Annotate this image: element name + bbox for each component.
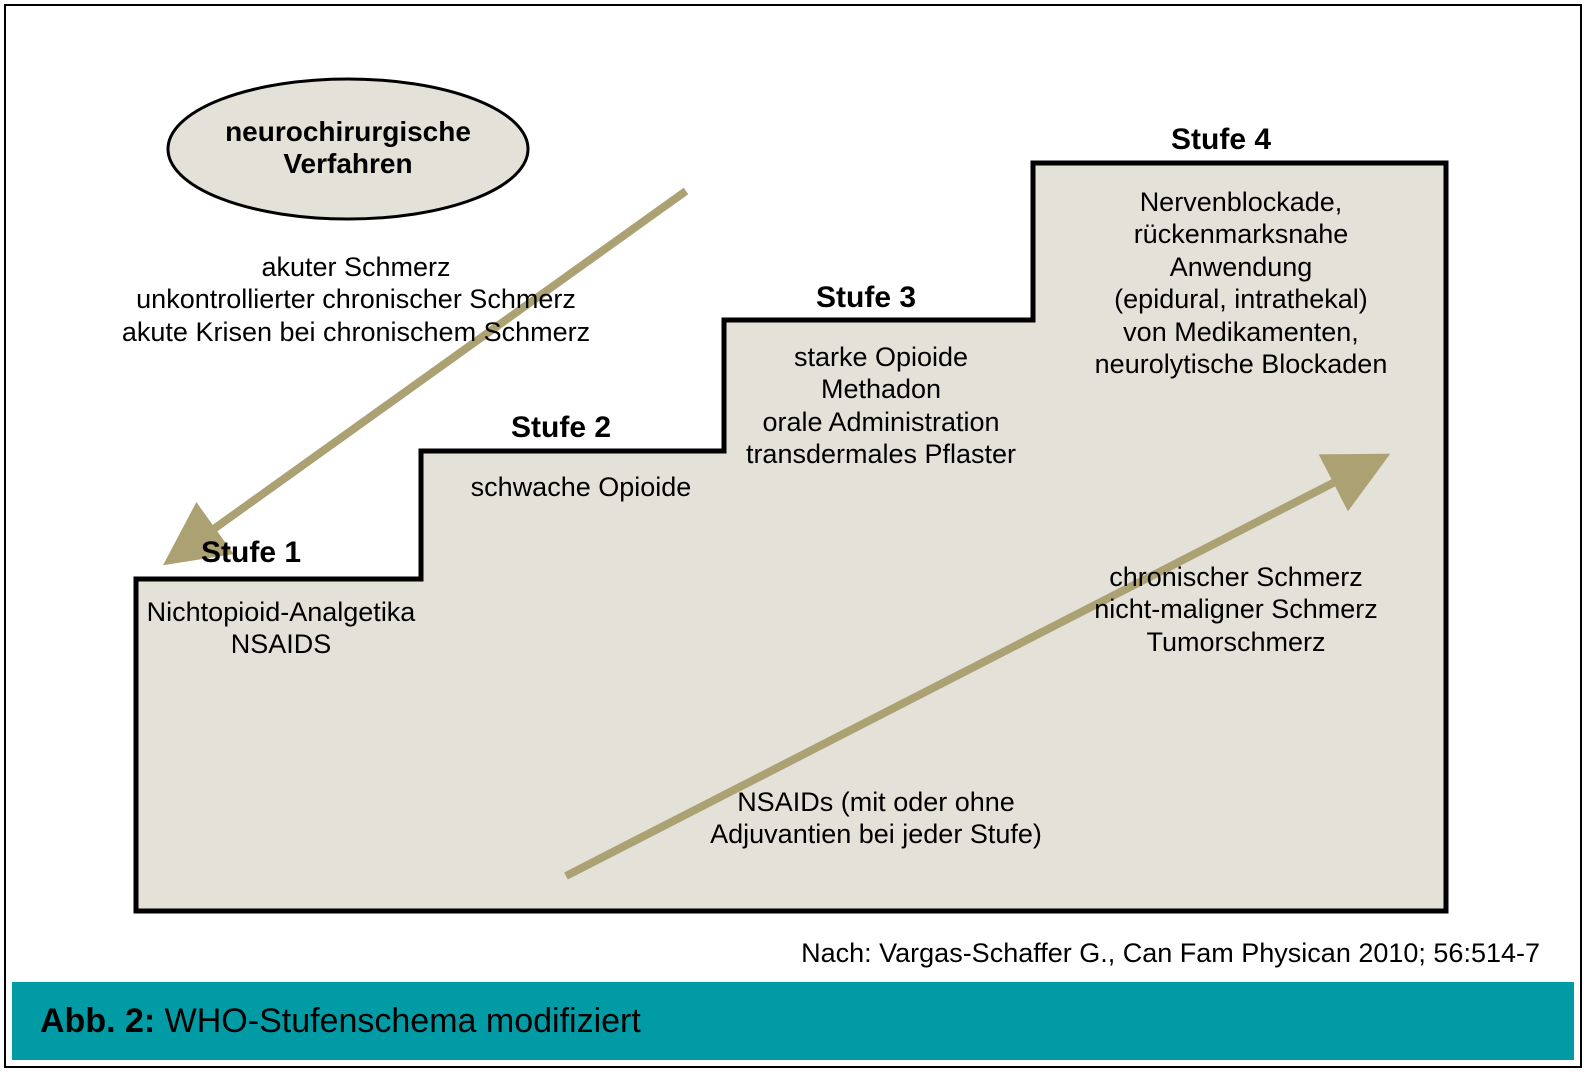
step-4-body: Nervenblockade, rückenmarksnahe Anwendun… [1056, 186, 1426, 380]
step-4-title: Stufe 4 [1171, 123, 1271, 157]
caption-label: Abb. 2: [40, 1002, 155, 1040]
step-3-title: Stufe 3 [816, 281, 916, 315]
acute-pain-text: akuter Schmerz unkontrollierter chronisc… [96, 251, 616, 348]
citation-text: Nach: Vargas-Schaffer G., Can Fam Physic… [801, 938, 1540, 969]
step-1-body: Nichtopioid-Analgetika NSAIDS [131, 596, 431, 661]
ellipse-label: neurochirurgische Verfahren [186, 116, 510, 180]
step-1-title: Stufe 1 [201, 536, 301, 570]
caption-text: WHO-Stufenschema modifiziert [155, 1002, 641, 1040]
caption-bar: Abb. 2: WHO-Stufenschema modifiziert [12, 982, 1574, 1060]
step-2-title: Stufe 2 [511, 411, 611, 445]
figure-frame: neurochirurgische Verfahren akuter Schme… [4, 4, 1582, 1068]
nsaids-footnote: NSAIDs (mit oder ohne Adjuvantien bei je… [686, 786, 1066, 851]
chronic-pain-text: chronischer Schmerz nicht-maligner Schme… [1066, 561, 1406, 658]
step-2-body: schwache Opioide [436, 471, 726, 503]
step-3-body: starke Opioide Methadon orale Administra… [726, 341, 1036, 471]
